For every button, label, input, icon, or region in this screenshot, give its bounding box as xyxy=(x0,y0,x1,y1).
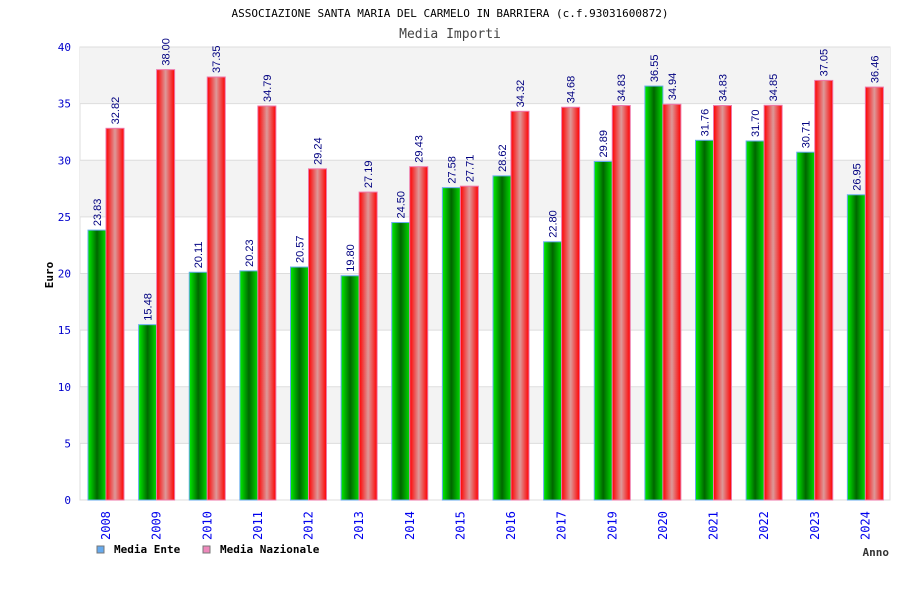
bar-ente xyxy=(695,139,714,501)
bar-nazionale xyxy=(358,191,378,501)
bar-nazionale xyxy=(713,105,732,501)
bar-nazionale xyxy=(409,166,429,501)
x-tick-label: 2009 xyxy=(150,511,164,540)
x-tick-label: 2017 xyxy=(555,511,569,540)
legend-label-nazionale: Media Nazionale xyxy=(220,543,320,556)
bar-nazionale xyxy=(864,86,884,501)
data-label: 34.68 xyxy=(566,76,578,104)
legend-swatch-nazionale xyxy=(202,545,211,554)
data-label: 29.89 xyxy=(598,130,610,158)
y-tick-label: 15 xyxy=(58,324,71,337)
bar-nazionale xyxy=(308,168,327,501)
legend-label-ente: Media Ente xyxy=(114,543,181,556)
x-tick-label: 2015 xyxy=(453,511,467,540)
data-label: 29.24 xyxy=(313,137,325,165)
data-label: 34.83 xyxy=(616,74,628,102)
data-label: 36.55 xyxy=(649,55,661,83)
bar-ente xyxy=(796,151,816,501)
data-label: 26.95 xyxy=(851,163,863,191)
bar-ente xyxy=(593,160,613,501)
data-label: 37.35 xyxy=(211,45,223,73)
data-label: 20.11 xyxy=(193,242,205,269)
x-tick-label: 2010 xyxy=(200,511,214,540)
data-label: 36.46 xyxy=(869,56,881,84)
data-label: 38.00 xyxy=(161,38,173,66)
y-tick-label: 30 xyxy=(58,154,71,167)
bar-ente xyxy=(138,324,158,501)
data-label: 34.83 xyxy=(718,74,730,102)
y-tick-label: 35 xyxy=(58,98,71,111)
data-label: 31.76 xyxy=(700,109,712,137)
data-label: 32.82 xyxy=(110,97,122,125)
data-label: 34.85 xyxy=(768,74,780,102)
x-tick-label: 2020 xyxy=(656,511,670,540)
legend-swatch-ente xyxy=(96,545,105,554)
bar-nazionale xyxy=(611,105,631,501)
bar-nazionale xyxy=(206,76,226,501)
y-tick-label: 25 xyxy=(58,211,71,224)
bar-nazionale xyxy=(814,79,834,501)
bar-ente xyxy=(290,266,309,501)
data-label: 34.79 xyxy=(262,74,274,102)
bar-ente xyxy=(239,270,259,501)
bar-ente xyxy=(188,271,208,501)
x-tick-label: 2014 xyxy=(403,511,417,540)
x-tick-label: 2008 xyxy=(99,511,113,540)
x-tick-label: 2013 xyxy=(352,511,366,540)
data-label: 20.23 xyxy=(244,239,256,267)
bar-ente xyxy=(340,275,360,501)
bar-nazionale xyxy=(459,185,479,501)
y-tick-label: 10 xyxy=(58,381,71,394)
x-tick-label: 2019 xyxy=(605,511,619,540)
bar-nazionale xyxy=(763,104,783,501)
bar-ente xyxy=(87,229,107,501)
data-label: 23.83 xyxy=(92,199,104,227)
y-tick-label: 5 xyxy=(64,437,71,450)
data-label: 19.80 xyxy=(345,244,357,272)
data-label: 28.62 xyxy=(497,144,509,172)
data-label: 22.80 xyxy=(548,210,560,238)
bar-ente xyxy=(391,222,411,501)
bar-ente xyxy=(846,194,866,501)
bar-ente xyxy=(543,241,563,501)
bar-nazionale xyxy=(662,103,682,501)
bar-nazionale xyxy=(105,127,125,501)
bar-ente xyxy=(745,140,765,501)
data-label: 34.32 xyxy=(515,80,527,108)
x-tick-label: 2024 xyxy=(858,511,872,540)
data-label: 34.94 xyxy=(667,73,679,101)
data-label: 30.71 xyxy=(801,121,813,149)
bar-ente xyxy=(441,187,461,501)
data-label: 37.05 xyxy=(819,49,831,77)
x-tick-label: 2011 xyxy=(251,511,265,540)
x-axis-label: Anno xyxy=(863,546,890,559)
x-tick-label: 2022 xyxy=(757,511,771,540)
y-tick-label: 40 xyxy=(58,41,71,54)
bar-nazionale xyxy=(510,110,530,501)
bar-ente xyxy=(644,85,664,501)
bar-ente xyxy=(492,175,512,501)
data-label: 24.50 xyxy=(396,191,408,219)
bar-nazionale xyxy=(156,69,176,501)
bar-nazionale xyxy=(257,105,277,501)
data-label: 15.48 xyxy=(143,293,155,321)
data-label: 27.19 xyxy=(363,161,375,189)
y-tick-label: 0 xyxy=(64,494,71,507)
y-axis-label: Euro xyxy=(43,261,56,288)
y-tick-label: 20 xyxy=(58,268,71,281)
data-label: 29.43 xyxy=(414,135,426,163)
x-tick-label: 2016 xyxy=(504,511,518,540)
bar-nazionale xyxy=(561,106,581,501)
x-tick-label: 2012 xyxy=(302,511,316,540)
chart-title: ASSOCIAZIONE SANTA MARIA DEL CARMELO IN … xyxy=(231,7,668,20)
legend: Media Ente Media Nazionale xyxy=(96,543,320,556)
data-label: 27.58 xyxy=(446,156,458,184)
data-label: 27.71 xyxy=(464,155,476,183)
chart-subtitle: Media Importi xyxy=(399,27,501,42)
data-label: 31.70 xyxy=(750,109,762,137)
data-label: 20.57 xyxy=(295,236,307,264)
x-tick-label: 2021 xyxy=(707,511,721,540)
x-tick-label: 2023 xyxy=(808,511,822,540)
